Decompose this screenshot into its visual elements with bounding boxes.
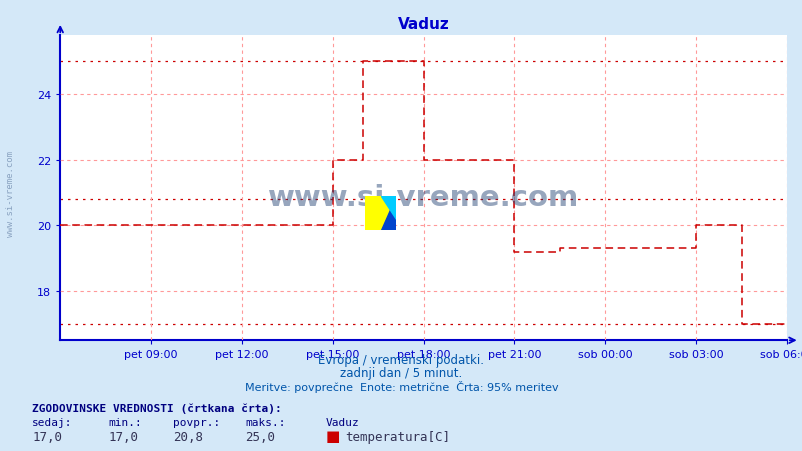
Text: 20,8: 20,8	[172, 430, 202, 443]
Text: 17,0: 17,0	[32, 430, 62, 443]
Polygon shape	[380, 196, 395, 230]
Text: povpr.:: povpr.:	[172, 417, 220, 427]
Polygon shape	[380, 196, 395, 220]
Text: zadnji dan / 5 minut.: zadnji dan / 5 minut.	[340, 367, 462, 380]
Text: min.:: min.:	[108, 417, 142, 427]
Text: maks.:: maks.:	[245, 417, 285, 427]
Text: Evropa / vremenski podatki.: Evropa / vremenski podatki.	[318, 353, 484, 366]
Text: 25,0: 25,0	[245, 430, 274, 443]
Text: 17,0: 17,0	[108, 430, 138, 443]
Text: Meritve: povprečne  Enote: metrične  Črta: 95% meritev: Meritve: povprečne Enote: metrične Črta:…	[245, 380, 557, 392]
Text: Vaduz: Vaduz	[325, 417, 358, 427]
Text: www.si-vreme.com: www.si-vreme.com	[6, 151, 15, 237]
Text: sedaj:: sedaj:	[32, 417, 72, 427]
Text: ZGODOVINSKE VREDNOSTI (črtkana črta):: ZGODOVINSKE VREDNOSTI (črtkana črta):	[32, 403, 282, 413]
Text: temperatura[C]: temperatura[C]	[345, 430, 450, 443]
Title: Vaduz: Vaduz	[397, 17, 449, 32]
Text: ■: ■	[325, 428, 339, 443]
Text: www.si-vreme.com: www.si-vreme.com	[268, 184, 578, 212]
